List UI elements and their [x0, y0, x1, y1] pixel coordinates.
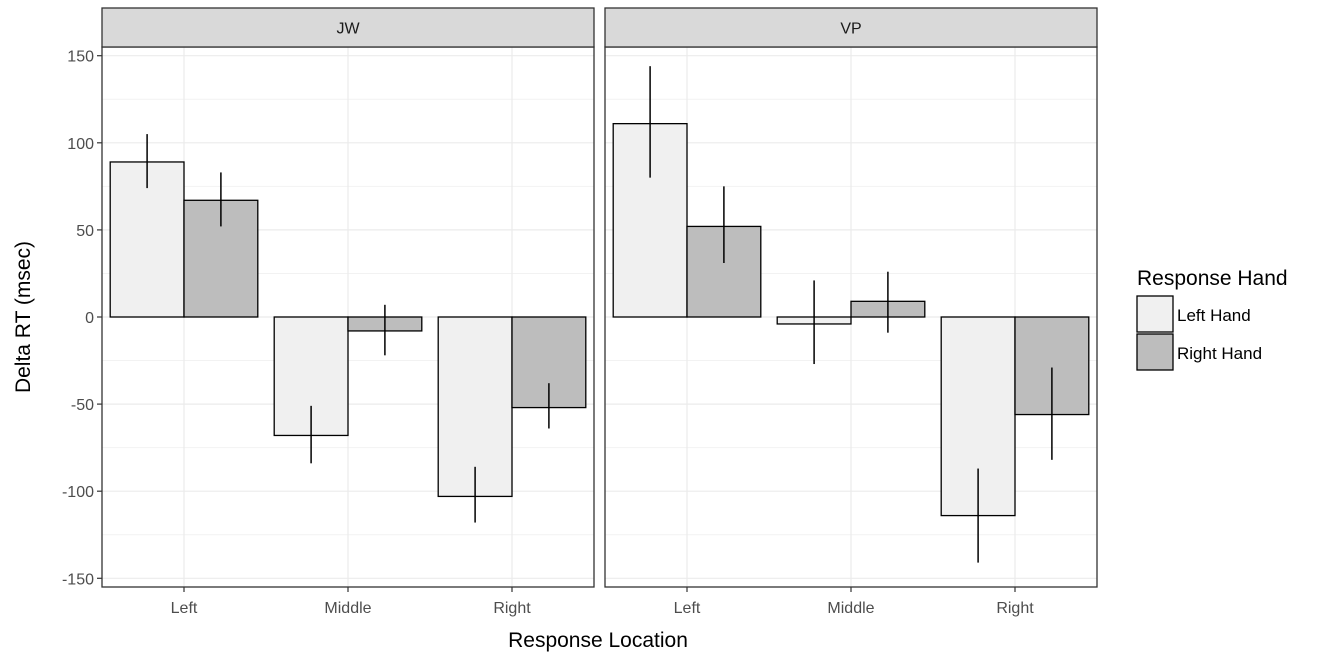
y-tick-label: -50	[71, 397, 94, 414]
panels-layer: JW Left Middle Right VP Left Middle Right	[101, 7, 1098, 617]
legend-label: Right Hand	[1177, 344, 1262, 363]
facet-label: JW	[336, 21, 360, 38]
facet-strip	[604, 7, 1098, 48]
x-tick-label: Right	[493, 600, 531, 617]
legend-label: Left Hand	[1177, 306, 1251, 325]
x-tick-label: Left	[674, 600, 701, 617]
y-tick-label: 50	[76, 223, 94, 240]
y-tick-label: -100	[62, 484, 94, 501]
x-tick-label: Right	[996, 600, 1034, 617]
y-axis-title: Delta RT (msec)	[12, 241, 35, 393]
panel-vp: VP Left Middle Right	[604, 7, 1098, 617]
y-tick-label: -150	[62, 571, 94, 588]
x-axis-title: Response Location	[508, 629, 688, 652]
legend-key	[1136, 333, 1174, 371]
x-tick-label: Middle	[827, 600, 874, 617]
x-tick-label: Middle	[324, 600, 371, 617]
x-tick-label: Left	[171, 600, 198, 617]
y-tick-label: 150	[67, 49, 94, 66]
y-axis: -150 -100 -50 0 50 100 150	[62, 49, 102, 588]
y-tick-label: 100	[67, 136, 94, 153]
bar-jw-right-left-hand	[437, 316, 513, 498]
legend-key	[1136, 295, 1174, 333]
facet-label: VP	[840, 21, 861, 38]
legend-items: Left Hand Right Hand	[1136, 295, 1262, 371]
legend-title: Response Hand	[1137, 267, 1288, 290]
panel-jw: JW Left Middle Right	[101, 7, 595, 617]
facet-strip	[101, 7, 595, 48]
y-tick-label: 0	[85, 310, 94, 327]
legend: Response Hand Left Hand Right Hand	[1136, 267, 1288, 371]
